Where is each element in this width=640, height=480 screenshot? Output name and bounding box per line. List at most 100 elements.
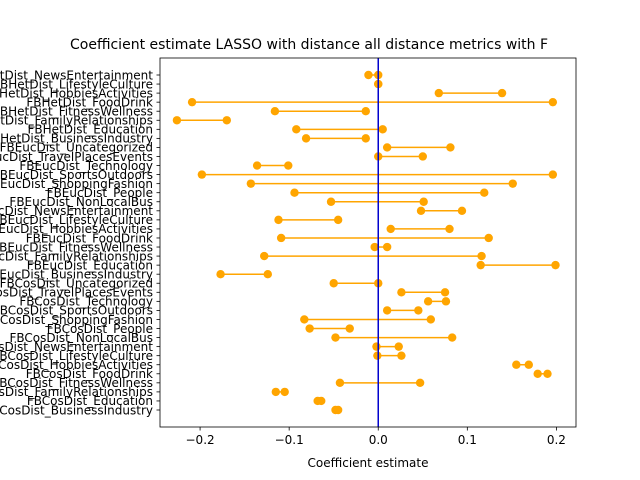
dumbbell-low-point	[331, 333, 340, 342]
category-label: FBCosDist_FamilyRelationships	[0, 385, 153, 399]
category-label: FBCosDist_TravelPlacesEvents	[0, 286, 153, 300]
dumbbell-high-point	[333, 215, 343, 225]
category-label: FBCosDist_FitnessWellness	[0, 376, 153, 390]
category-tick-labels: FBHetDist_NewsEntertainmentFBHetDist_Lif…	[0, 68, 160, 417]
dumbbell-low-point	[329, 279, 338, 288]
x-tick-label: 0.2	[547, 433, 566, 447]
category-label: FBHetDist_BusinessIndustry	[0, 132, 153, 146]
dumbbell-high-point	[551, 260, 560, 270]
category-label: FBCosDist_Technology	[19, 295, 153, 309]
chart-title: Coefficient estimate LASSO with distance…	[70, 37, 548, 53]
dumbbell-high-point	[414, 306, 423, 315]
dumbbell-high-point	[333, 405, 343, 415]
category-label: FBEucDist_People	[47, 186, 153, 200]
x-axis-ticks: −0.2 −0.1 0.0 0.1 0.2	[186, 427, 566, 447]
dumbbell-high-point	[382, 242, 392, 252]
dumbbell-high-point	[415, 378, 425, 388]
category-label: FBHetDist_FoodDrink	[26, 95, 153, 109]
x-axis-label: Coefficient estimate	[308, 456, 429, 470]
dumbbell-low-point	[382, 306, 392, 315]
dumbbell-low-point	[364, 70, 373, 80]
dumbbell-high-point	[508, 179, 517, 188]
category-label: FBEucDist_HobbiesActivities	[0, 222, 153, 236]
category-label: FBHetDist_HobbiesActivities	[0, 86, 153, 100]
dumbbell-low-point	[476, 260, 485, 270]
dumbbell-high-point	[394, 342, 403, 351]
category-label: FBEucDist_NonLocalBus	[9, 195, 153, 209]
category-label: FBCosDist_HobbiesActivities	[0, 358, 153, 372]
dumbbell-high-point	[477, 251, 486, 261]
dumbbell-low-point	[533, 369, 542, 378]
dumbbell-high-point	[280, 387, 289, 397]
category-label: FBEucDist_TravelPlacesEvents	[0, 150, 153, 164]
category-label: FBHetDist_Education	[27, 123, 153, 137]
category-label: FBCosDist_BusinessIndustry	[0, 403, 153, 417]
dumbbell-high-point	[441, 297, 451, 306]
dumbbell-low-point	[382, 143, 392, 152]
category-label: FBCosDist_LifestyleCulture	[0, 349, 153, 363]
dumbbell-low-point	[260, 251, 269, 261]
category-label: FBCosDist_NonLocalBus	[9, 331, 153, 345]
category-label: FBEucDist_Uncategorized	[0, 141, 153, 155]
dumbbell-high-point	[446, 143, 455, 152]
category-label: FBHetDist_LifestyleCulture	[0, 77, 153, 91]
dumbbell-high-point	[361, 107, 370, 116]
dumbbell-low-point	[290, 188, 299, 197]
x-tick-label: −0.2	[186, 433, 215, 447]
dumbbell-low-point	[301, 134, 311, 143]
category-label: FBHetDist_FamilyRelationships	[0, 114, 153, 128]
dumbbell-low-point	[172, 116, 182, 125]
category-label: FBEucDist_Education	[27, 258, 153, 272]
dumbbell-high-point	[418, 152, 427, 161]
category-label: FBEucDist_Technology	[19, 159, 153, 173]
dumbbell-high-point	[361, 134, 370, 143]
dumbbell-high-point	[397, 351, 406, 360]
dumbbell-low-point	[305, 324, 314, 333]
dumbbell-low-point	[397, 288, 406, 297]
dumbbell-low-point	[274, 215, 283, 225]
category-label: FBCosDist_Education	[27, 394, 153, 408]
dumbbell-high-point	[484, 233, 493, 243]
dumbbell-low-point	[292, 125, 301, 134]
dumbbell-high-point	[263, 269, 272, 279]
dumbbell-low-point	[300, 315, 309, 324]
category-label: FBEucDist_NewsEntertainment	[0, 204, 153, 218]
x-tick-label: 0.1	[458, 433, 477, 447]
dumbbell-high-point	[548, 170, 558, 179]
category-label: FBCosDist_NewsEntertainment	[0, 340, 153, 354]
category-label: FBEucDist_FoodDrink	[26, 231, 153, 245]
dumbbell-high-point	[543, 369, 552, 378]
dumbbell-high-point	[378, 125, 387, 134]
dumbbell-low-point	[197, 170, 207, 179]
dumbbell-high-point	[440, 288, 450, 297]
dumbbell-low-point	[187, 97, 197, 107]
dumbbell-low-point	[434, 88, 444, 98]
dumbbell-high-point	[447, 333, 457, 342]
category-label: FBEucDist_BusinessIndustry	[0, 267, 153, 281]
dumbbell-low-point	[416, 206, 426, 216]
dumbbell-high-point	[419, 197, 428, 206]
category-label: FBEucDist_FamilyRelationships	[0, 249, 153, 263]
category-label: FBHetDist_FitnessWellness	[0, 105, 153, 119]
dumbbell-low-point	[276, 233, 286, 243]
dumbbell-high-point	[548, 97, 558, 107]
category-label: FBCosDist_SportsOutdoors	[0, 304, 153, 318]
dumbbell-high-point	[317, 396, 326, 406]
dumbbell-high-point	[497, 88, 507, 98]
category-label: FBEucDist_LifestyleCulture	[0, 213, 153, 227]
category-label: FBHetDist_NewsEntertainment	[0, 68, 153, 82]
category-label: FBEucDist_FitnessWellness	[0, 240, 153, 254]
axes-frame	[159, 57, 577, 428]
dumbbell-low-point	[271, 387, 281, 397]
category-label: FBEucDist_ShoppingFashion	[0, 177, 153, 191]
x-tick-label: 0.0	[369, 433, 388, 447]
dumbbell-low-point	[246, 179, 256, 188]
dumbbell-high-point	[222, 116, 232, 125]
category-label: FBCosDist_People	[47, 322, 153, 336]
category-label: FBCosDist_FoodDrink	[26, 367, 153, 381]
dumbbell-low-point	[270, 107, 280, 116]
dumbbell-low-point	[335, 378, 345, 388]
category-label: FBCosDist_ShoppingFashion	[0, 313, 153, 327]
dumbbell-high-point	[426, 315, 436, 324]
